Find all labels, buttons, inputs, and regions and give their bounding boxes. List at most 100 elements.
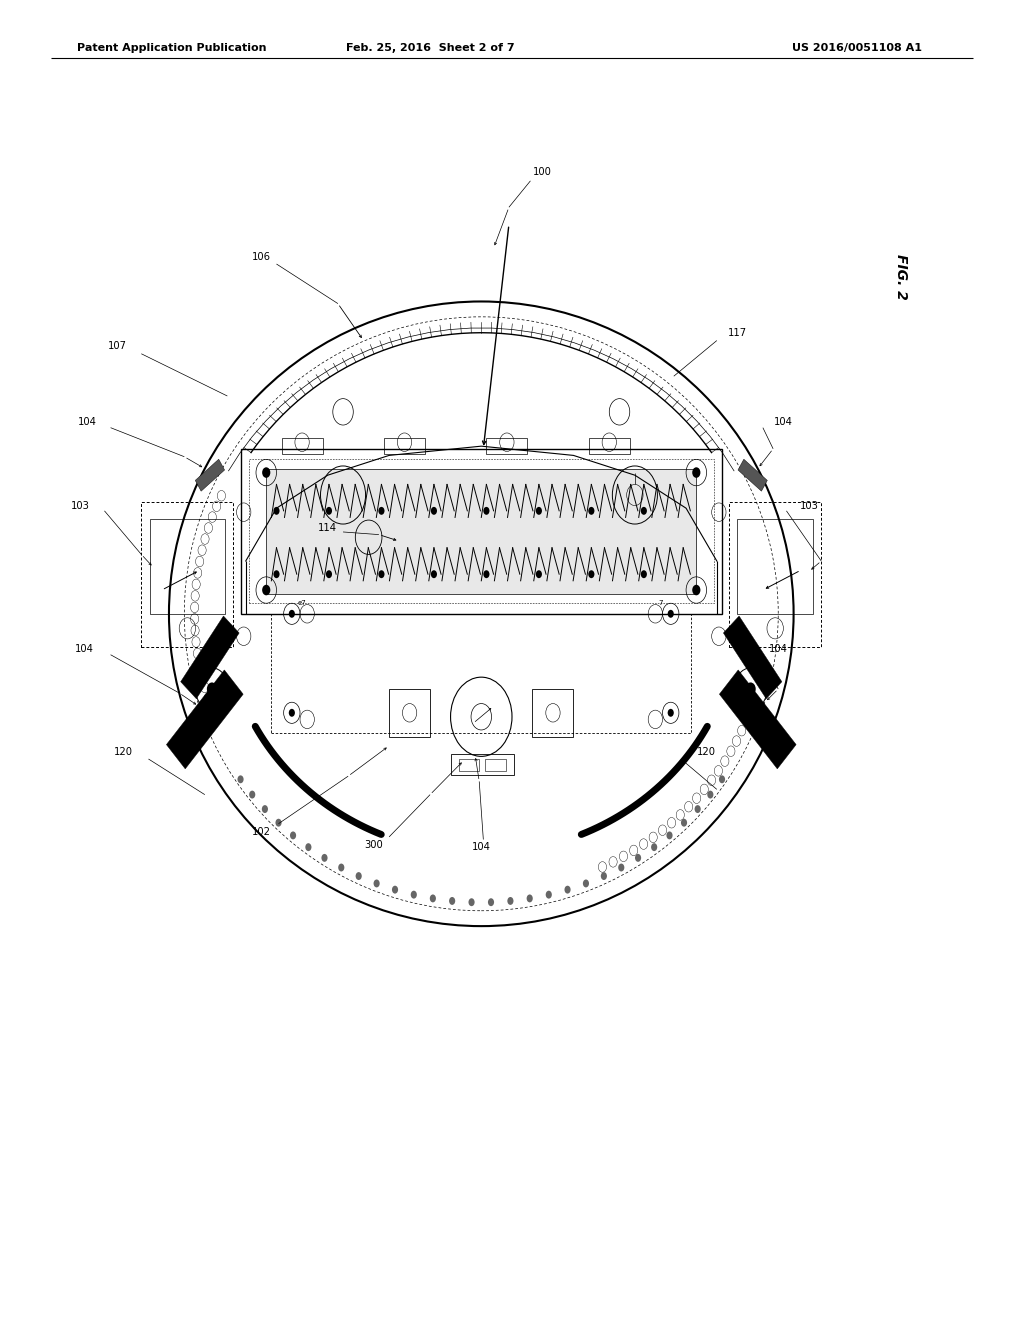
Text: 106: 106 bbox=[252, 252, 270, 263]
Text: 117: 117 bbox=[728, 327, 746, 338]
Circle shape bbox=[745, 682, 756, 696]
Text: 7: 7 bbox=[658, 601, 663, 606]
Bar bbox=[271, 614, 691, 733]
Circle shape bbox=[262, 467, 270, 478]
Bar bbox=[589, 438, 630, 454]
Circle shape bbox=[641, 570, 647, 578]
Text: Patent Application Publication: Patent Application Publication bbox=[77, 42, 266, 53]
Circle shape bbox=[618, 863, 625, 871]
Circle shape bbox=[275, 818, 282, 826]
Bar bbox=[485, 759, 506, 771]
Polygon shape bbox=[723, 616, 782, 698]
Circle shape bbox=[601, 873, 607, 880]
Circle shape bbox=[469, 898, 475, 906]
Bar bbox=[532, 689, 573, 737]
Circle shape bbox=[431, 507, 437, 515]
Bar bbox=[459, 759, 479, 771]
Circle shape bbox=[326, 570, 332, 578]
Circle shape bbox=[374, 879, 380, 887]
Text: 120: 120 bbox=[697, 747, 716, 758]
Circle shape bbox=[507, 898, 513, 906]
Circle shape bbox=[668, 610, 674, 618]
Circle shape bbox=[651, 843, 657, 851]
Text: 104: 104 bbox=[78, 417, 96, 428]
Text: 104: 104 bbox=[774, 417, 793, 428]
Text: FIG. 2: FIG. 2 bbox=[894, 255, 908, 300]
Circle shape bbox=[692, 467, 700, 478]
Bar bbox=[150, 519, 225, 614]
Text: 107: 107 bbox=[109, 341, 127, 351]
Circle shape bbox=[262, 805, 268, 813]
Text: 102: 102 bbox=[252, 826, 270, 837]
Circle shape bbox=[719, 775, 725, 783]
Text: Feb. 25, 2016  Sheet 2 of 7: Feb. 25, 2016 Sheet 2 of 7 bbox=[346, 42, 514, 53]
Text: US 2016/0051108 A1: US 2016/0051108 A1 bbox=[792, 42, 922, 53]
Text: 114: 114 bbox=[318, 523, 337, 533]
Circle shape bbox=[564, 886, 570, 894]
Bar bbox=[241, 449, 722, 614]
Text: 104: 104 bbox=[472, 842, 490, 853]
Circle shape bbox=[692, 585, 700, 595]
Bar bbox=[451, 754, 514, 775]
Text: 120: 120 bbox=[114, 747, 132, 758]
Circle shape bbox=[338, 863, 344, 871]
Bar bbox=[141, 502, 233, 647]
Text: 100: 100 bbox=[534, 166, 552, 177]
Circle shape bbox=[588, 570, 594, 578]
Circle shape bbox=[289, 610, 295, 618]
Circle shape bbox=[273, 507, 280, 515]
Text: 104: 104 bbox=[75, 644, 93, 655]
Circle shape bbox=[487, 898, 494, 906]
Polygon shape bbox=[738, 459, 767, 491]
Circle shape bbox=[355, 873, 361, 880]
Bar bbox=[282, 438, 323, 454]
Circle shape bbox=[668, 709, 674, 717]
Circle shape bbox=[273, 570, 280, 578]
Circle shape bbox=[483, 570, 489, 578]
Polygon shape bbox=[180, 616, 240, 698]
Circle shape bbox=[708, 791, 714, 799]
Circle shape bbox=[262, 585, 270, 595]
Circle shape bbox=[326, 507, 332, 515]
Circle shape bbox=[536, 507, 542, 515]
Circle shape bbox=[681, 818, 687, 826]
Bar bbox=[729, 502, 821, 647]
Circle shape bbox=[378, 507, 385, 515]
Circle shape bbox=[238, 775, 244, 783]
Text: 103: 103 bbox=[800, 500, 818, 511]
Circle shape bbox=[289, 709, 295, 717]
Circle shape bbox=[694, 805, 700, 813]
Circle shape bbox=[583, 879, 589, 887]
Circle shape bbox=[411, 891, 417, 899]
Circle shape bbox=[207, 682, 217, 696]
Circle shape bbox=[378, 570, 385, 578]
Circle shape bbox=[635, 854, 641, 862]
Text: e7: e7 bbox=[298, 601, 306, 606]
Circle shape bbox=[431, 570, 437, 578]
Circle shape bbox=[588, 507, 594, 515]
Circle shape bbox=[322, 854, 328, 862]
Bar bbox=[249, 459, 714, 603]
Text: 103: 103 bbox=[71, 500, 89, 511]
Circle shape bbox=[450, 898, 456, 906]
Polygon shape bbox=[167, 671, 243, 768]
Bar bbox=[389, 689, 430, 737]
Text: 300: 300 bbox=[365, 840, 383, 850]
Circle shape bbox=[536, 570, 542, 578]
Bar bbox=[737, 519, 813, 614]
Circle shape bbox=[526, 895, 532, 903]
Bar bbox=[384, 438, 425, 454]
Circle shape bbox=[249, 791, 255, 799]
Bar bbox=[266, 469, 696, 594]
Polygon shape bbox=[196, 459, 224, 491]
Circle shape bbox=[392, 886, 398, 894]
Circle shape bbox=[483, 507, 489, 515]
Circle shape bbox=[667, 832, 673, 840]
Circle shape bbox=[290, 832, 296, 840]
Bar bbox=[486, 438, 527, 454]
Circle shape bbox=[641, 507, 647, 515]
Circle shape bbox=[305, 843, 311, 851]
Circle shape bbox=[430, 895, 436, 903]
Polygon shape bbox=[720, 671, 796, 768]
Text: 104: 104 bbox=[769, 644, 787, 655]
